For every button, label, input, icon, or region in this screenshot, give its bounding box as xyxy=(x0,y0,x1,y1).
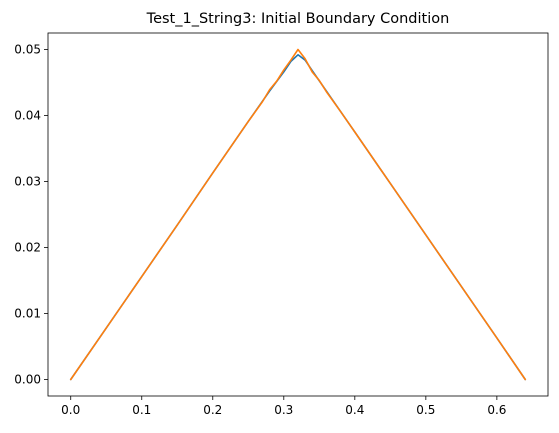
y-tick-label: 0.03 xyxy=(14,175,41,189)
y-tick-label: 0.01 xyxy=(14,307,41,321)
plot-area xyxy=(69,48,527,381)
y-tick-label: 0.00 xyxy=(14,373,41,387)
y-axis: 0.00 0.01 0.02 0.03 0.04 0.05 xyxy=(14,43,48,387)
x-tick-label: 0.4 xyxy=(345,403,364,417)
x-tick-label: 0.2 xyxy=(203,403,222,417)
axes-frame xyxy=(47,32,549,397)
y-tick-label: 0.04 xyxy=(14,109,41,123)
x-tick-label: 0.5 xyxy=(416,403,435,417)
x-axis: 0.0 0.1 0.2 0.3 0.4 0.5 0.6 xyxy=(61,396,506,417)
x-tick-label: 0.6 xyxy=(487,403,506,417)
x-tick-label: 0.1 xyxy=(132,403,151,417)
series-line-2 xyxy=(69,48,527,381)
series-line-1 xyxy=(69,53,527,381)
chart-title: Test_1_String3: Initial Boundary Conditi… xyxy=(146,11,450,27)
x-tick-label: 0.0 xyxy=(61,403,80,417)
axes-spines xyxy=(47,32,549,397)
y-tick-label: 0.02 xyxy=(14,241,41,255)
x-tick-label: 0.3 xyxy=(274,403,293,417)
y-tick-label: 0.05 xyxy=(14,43,41,57)
